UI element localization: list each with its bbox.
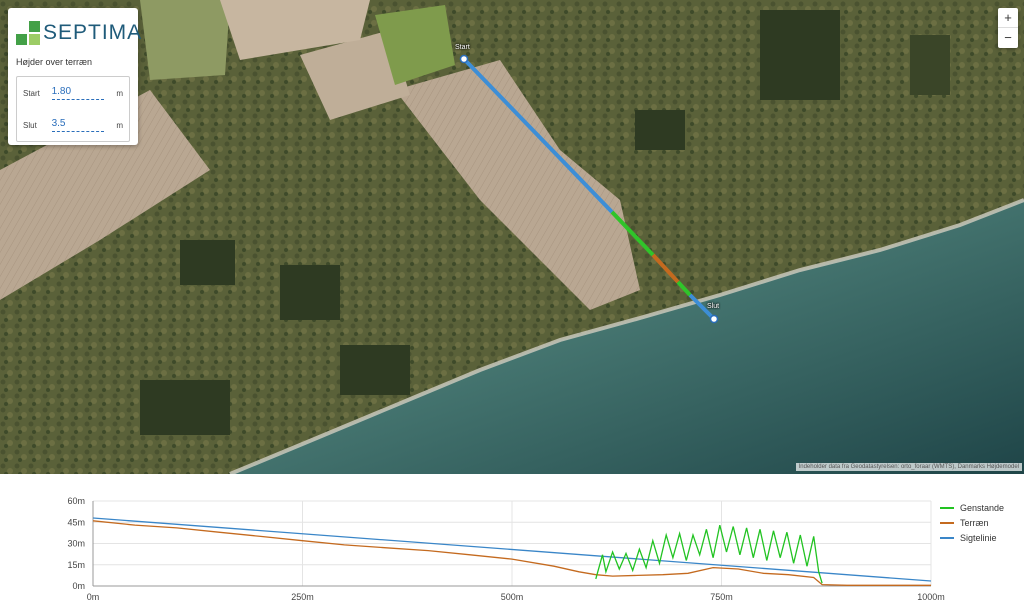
end-height-input[interactable]: 3.5: [51, 118, 105, 132]
dark-forest-1: [180, 240, 235, 285]
end-height-unit: m: [116, 120, 123, 130]
y-tick-label: 60m: [67, 496, 85, 506]
legend-item-sightline: Sigtelinie: [940, 530, 1004, 545]
dark-forest-2: [280, 265, 340, 320]
dark-forest-6: [140, 380, 230, 435]
y-tick-label: 45m: [67, 517, 85, 527]
y-tick-label: 0m: [72, 581, 85, 591]
start-height-unit: m: [116, 88, 123, 98]
legend-label-sightline: Sigtelinie: [960, 532, 997, 543]
legend-swatch-terrain: [940, 521, 954, 524]
dark-forest-3: [340, 345, 410, 395]
profile-plot: 0m 15m 30m 45m 60m 0m 250m 500m 750m 1000m: [67, 496, 945, 602]
legend-label-objects: Genstande: [960, 502, 1005, 513]
start-marker[interactable]: [459, 54, 469, 64]
dark-forest-7: [910, 35, 950, 95]
sea-area: [230, 200, 1024, 474]
x-tick-label: 1000m: [917, 592, 945, 602]
dark-forest-5: [635, 110, 685, 150]
field-northeast: [220, 0, 370, 60]
map-attribution: Indeholder data fra Geodatastyrelsen: or…: [795, 463, 1022, 471]
series-line-terræn: [92, 520, 931, 586]
aerial-imagery: [0, 0, 1024, 474]
end-marker[interactable]: [709, 314, 719, 324]
dark-forest-4: [760, 10, 840, 100]
end-marker-label: Slut: [707, 303, 720, 310]
end-height-row: Slut 3.5 m: [23, 109, 123, 141]
end-height-label: Slut: [23, 120, 37, 130]
field-crop: [140, 0, 230, 80]
start-height-input[interactable]: 1.80: [51, 86, 105, 100]
sightline-segment-objects-2: [676, 280, 692, 297]
start-height-label: Start: [23, 88, 40, 98]
zoom-control: + −: [998, 8, 1018, 48]
map-view[interactable]: Start Slut SEPTIMA Højder over terræn St…: [0, 0, 1024, 474]
legend-swatch-objects: [940, 506, 954, 509]
x-tick-label: 250m: [291, 592, 314, 602]
start-marker-label: Start: [455, 44, 470, 51]
sightline-overlay: [459, 54, 719, 324]
y-tick-label: 15m: [67, 560, 85, 570]
heights-form: Start 1.80 m Slut 3.5 m: [16, 76, 130, 142]
legend-item-objects: Genstande: [940, 500, 1004, 515]
series-line-sigtelinie: [92, 517, 932, 582]
x-tick-label: 0m: [87, 592, 100, 602]
elevation-profile-chart: 0m 15m 30m 45m 60m 0m 250m 500m 750m 1000m Gensta…: [0, 474, 1024, 612]
x-tick-label: 500m: [501, 592, 524, 602]
x-tick-label: 750m: [710, 592, 733, 602]
zoom-out-button[interactable]: −: [1004, 30, 1012, 45]
zoom-in-button[interactable]: +: [998, 8, 1018, 28]
series-line-genstande: [595, 524, 823, 584]
panel-title: Højder over terræn: [16, 57, 93, 67]
legend-swatch-sightline: [940, 536, 954, 539]
heights-panel: SEPTIMA Højder over terræn Start 1.80 m …: [8, 8, 141, 145]
sightline-segment-clear: [462, 57, 614, 214]
logo-text: SEPTIMA: [43, 21, 143, 44]
start-height-row: Start 1.80 m: [23, 77, 123, 109]
septima-logo: SEPTIMA: [16, 18, 141, 48]
field-center: [395, 60, 640, 310]
field-north: [300, 30, 410, 120]
sightline-segment-objects: [610, 210, 655, 257]
legend-label-terrain: Terræn: [960, 517, 989, 528]
coastline: [229, 198, 1024, 474]
sightline-segment-end: [688, 293, 716, 321]
septima-logo-icon: [16, 21, 40, 45]
legend-item-terrain: Terræn: [940, 515, 1004, 530]
field-green: [375, 5, 455, 85]
chart-legend: Genstande Terræn Sigtelinie: [940, 500, 1004, 545]
sightline-segment-terrain: [651, 253, 680, 284]
y-tick-label: 30m: [67, 539, 85, 549]
